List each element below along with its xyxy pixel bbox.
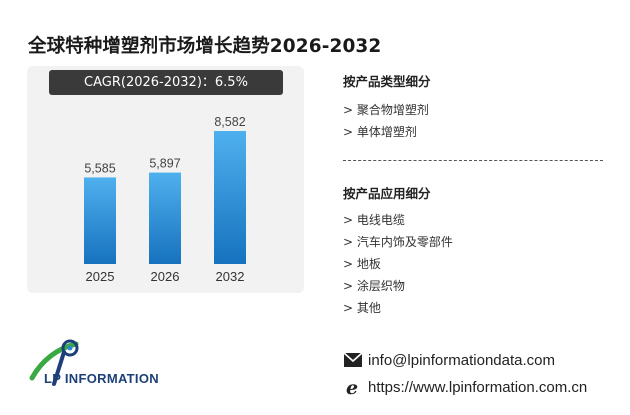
bar-category-label: 2026 [151, 269, 180, 284]
segment-by-application-list: > 电线电缆 > 汽车内饰及零部件 > 地板 > 涂层织物 > 其他 [343, 209, 453, 319]
bar-category-label: 2025 [86, 269, 115, 284]
contact-email: info@lpinformationdata.com [343, 349, 555, 371]
bar-2026 [149, 172, 181, 264]
lp-logo-icon [29, 339, 79, 386]
cagr-badge: CAGR(2026-2032)：6.5% [49, 70, 283, 95]
bar-category-label: 2032 [216, 269, 245, 284]
segment-by-product-list: > 聚合物增塑剂 > 单体增塑剂 [343, 99, 429, 143]
page-title: 全球特种增塑剂市场增长趋势2026-2032 [28, 36, 382, 57]
svg-text:e: e [346, 378, 358, 396]
web-e-icon: e [346, 378, 358, 396]
list-item: > 汽车内饰及零部件 [343, 235, 453, 249]
contact-website: e https://www.lpinformation.com.cn [343, 376, 587, 398]
segment-by-application-title: 按产品应用细分 [343, 186, 431, 201]
logo-text: LP INFORMATION [44, 371, 159, 386]
segment-by-product-title: 按产品类型细分 [343, 74, 431, 89]
bar-value-label: 5,897 [149, 157, 180, 171]
list-item: > 单体增塑剂 [343, 125, 417, 139]
divider [343, 160, 603, 161]
list-item: > 其他 [343, 301, 381, 315]
website-text: https://www.lpinformation.com.cn [368, 378, 588, 396]
bar-chart: 5,585 2025 5,897 2026 8,582 2032 [84, 115, 246, 284]
list-item: > 聚合物增塑剂 [343, 103, 429, 117]
envelope-icon [343, 352, 363, 367]
bar-value-label: 5,585 [84, 161, 115, 175]
bar-2025 [84, 177, 116, 264]
list-item: > 涂层织物 [343, 279, 405, 293]
list-item: > 地板 [343, 257, 381, 271]
bar-2032 [214, 130, 246, 264]
list-item: > 电线电缆 [343, 213, 405, 227]
bar-value-label: 8,582 [214, 115, 245, 129]
email-text: info@lpinformationdata.com [368, 351, 555, 369]
